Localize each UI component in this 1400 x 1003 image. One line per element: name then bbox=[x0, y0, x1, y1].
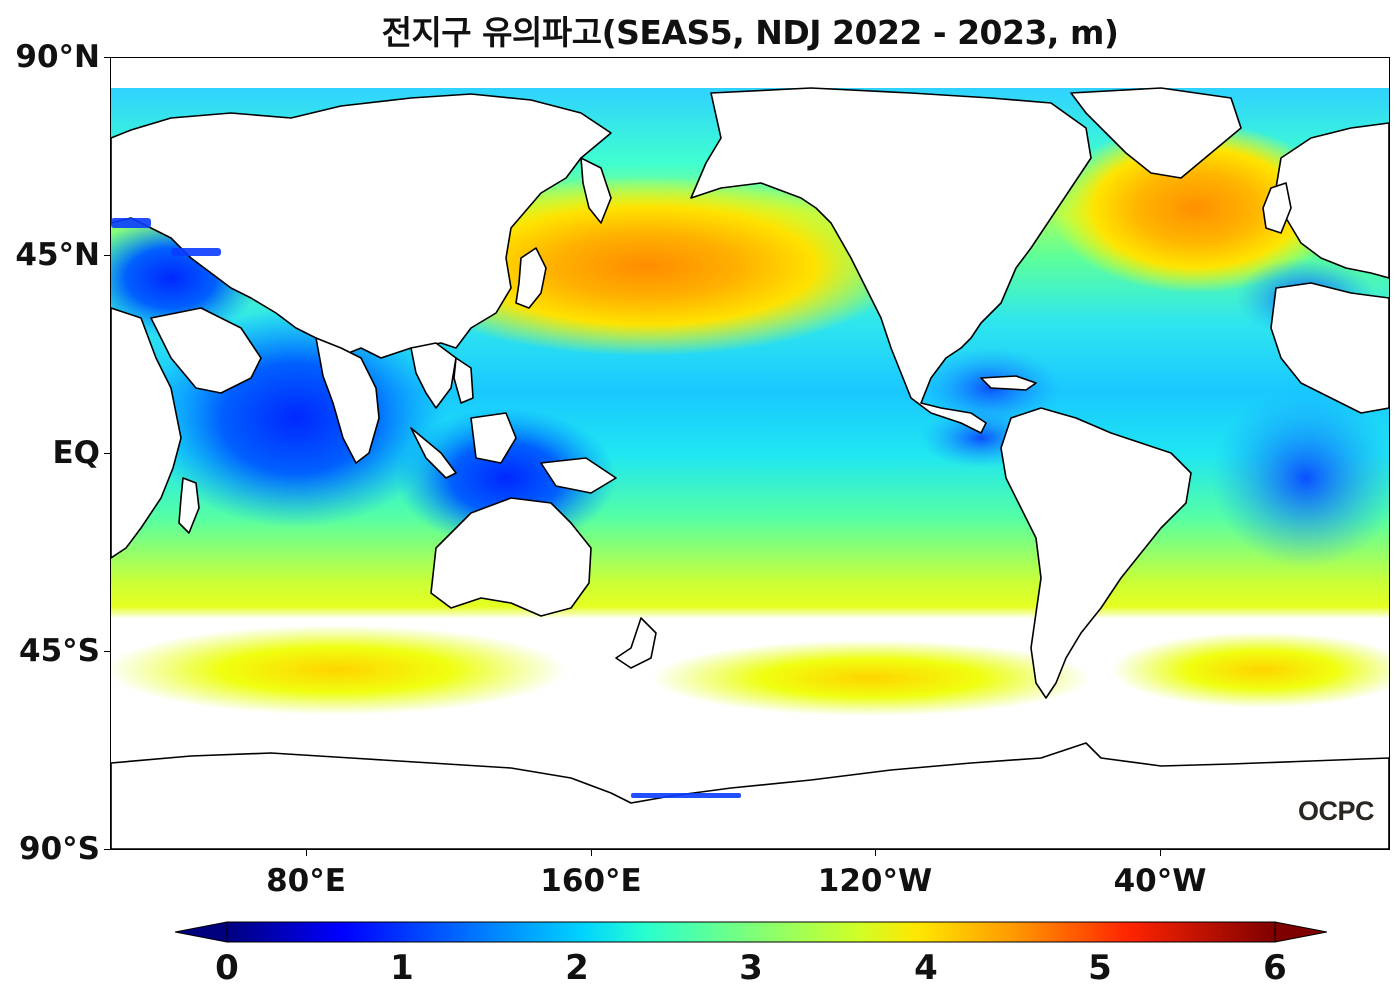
land-australia bbox=[430, 497, 592, 617]
land-eurasia bbox=[111, 93, 612, 359]
colorbar-tick-2: 2 bbox=[565, 948, 589, 988]
colorbar-svg bbox=[174, 921, 1328, 943]
lon-tick bbox=[306, 850, 307, 856]
land-uk bbox=[1262, 182, 1292, 234]
land-south-america bbox=[1000, 407, 1192, 699]
wave-height-map[interactable] bbox=[110, 57, 1390, 850]
lat-tick bbox=[104, 849, 110, 850]
land-borneo bbox=[470, 412, 517, 464]
lat-label-90s: 90°S bbox=[19, 831, 100, 867]
lat-tick bbox=[104, 651, 110, 652]
southern-ocean-high-waves-pacific bbox=[651, 640, 1091, 716]
lon-tick bbox=[591, 850, 592, 856]
map-title: 전지구 유의파고(SEAS5, NDJ 2022 - 2023, m) bbox=[381, 13, 1119, 52]
land-north-america bbox=[690, 87, 1092, 434]
north-atlantic-high-waves bbox=[1051, 123, 1341, 293]
southern-ocean-high-waves-atlantic bbox=[1111, 632, 1389, 708]
land-india bbox=[315, 337, 380, 464]
lon-label-80e: 80°E bbox=[266, 863, 346, 899]
colorbar-tick-0: 0 bbox=[215, 948, 239, 988]
lat-tick bbox=[104, 255, 110, 256]
lat-label-45s: 45°S bbox=[19, 633, 100, 669]
lat-label-45n: 45°N bbox=[15, 237, 100, 273]
colorbar-tick-3: 3 bbox=[739, 948, 763, 988]
colorbar bbox=[174, 918, 1328, 946]
land-sumatra bbox=[410, 427, 457, 479]
lat-tick bbox=[104, 57, 110, 58]
land-kamchatka bbox=[580, 157, 612, 224]
land-japan bbox=[515, 247, 547, 309]
lat-label-90n: 90°N bbox=[15, 39, 100, 75]
lon-tick bbox=[875, 850, 876, 856]
southern-ocean-high-waves-indian bbox=[111, 625, 566, 715]
colorbar-tick-5: 5 bbox=[1088, 948, 1112, 988]
land-philippines bbox=[453, 357, 474, 404]
lon-label-160e: 160°E bbox=[540, 863, 642, 899]
colorbar-tick-1: 1 bbox=[390, 948, 414, 988]
land-new-guinea bbox=[540, 457, 617, 494]
land-indochina bbox=[410, 342, 457, 409]
land-madagascar bbox=[178, 477, 200, 534]
lon-tick bbox=[1160, 850, 1161, 856]
lat-tick bbox=[104, 453, 110, 454]
lon-label-40w: 40°W bbox=[1113, 863, 1207, 899]
land-africa-east bbox=[111, 307, 182, 559]
gulf-of-guinea-calm bbox=[1211, 388, 1389, 568]
coastal-calm-pockets bbox=[111, 218, 741, 798]
colorbar-tick-6: 6 bbox=[1263, 948, 1287, 988]
ocpc-logo: OCPC bbox=[1298, 796, 1375, 826]
lon-label-120w: 120°W bbox=[817, 863, 933, 899]
colorbar-gradient bbox=[226, 921, 1276, 943]
colorbar-min-extend bbox=[174, 921, 228, 943]
land-antarctica bbox=[111, 742, 1389, 849]
land-greenland bbox=[1070, 87, 1242, 179]
land-new-zealand bbox=[615, 617, 657, 669]
land-arabia bbox=[150, 307, 262, 394]
lat-label-eq: EQ bbox=[52, 435, 100, 471]
colorbar-tick-4: 4 bbox=[914, 948, 938, 988]
colorbar-max-extend bbox=[1274, 921, 1328, 943]
land-cuba bbox=[980, 375, 1037, 391]
map-svg bbox=[111, 87, 1389, 849]
land-north-africa bbox=[1270, 282, 1389, 414]
